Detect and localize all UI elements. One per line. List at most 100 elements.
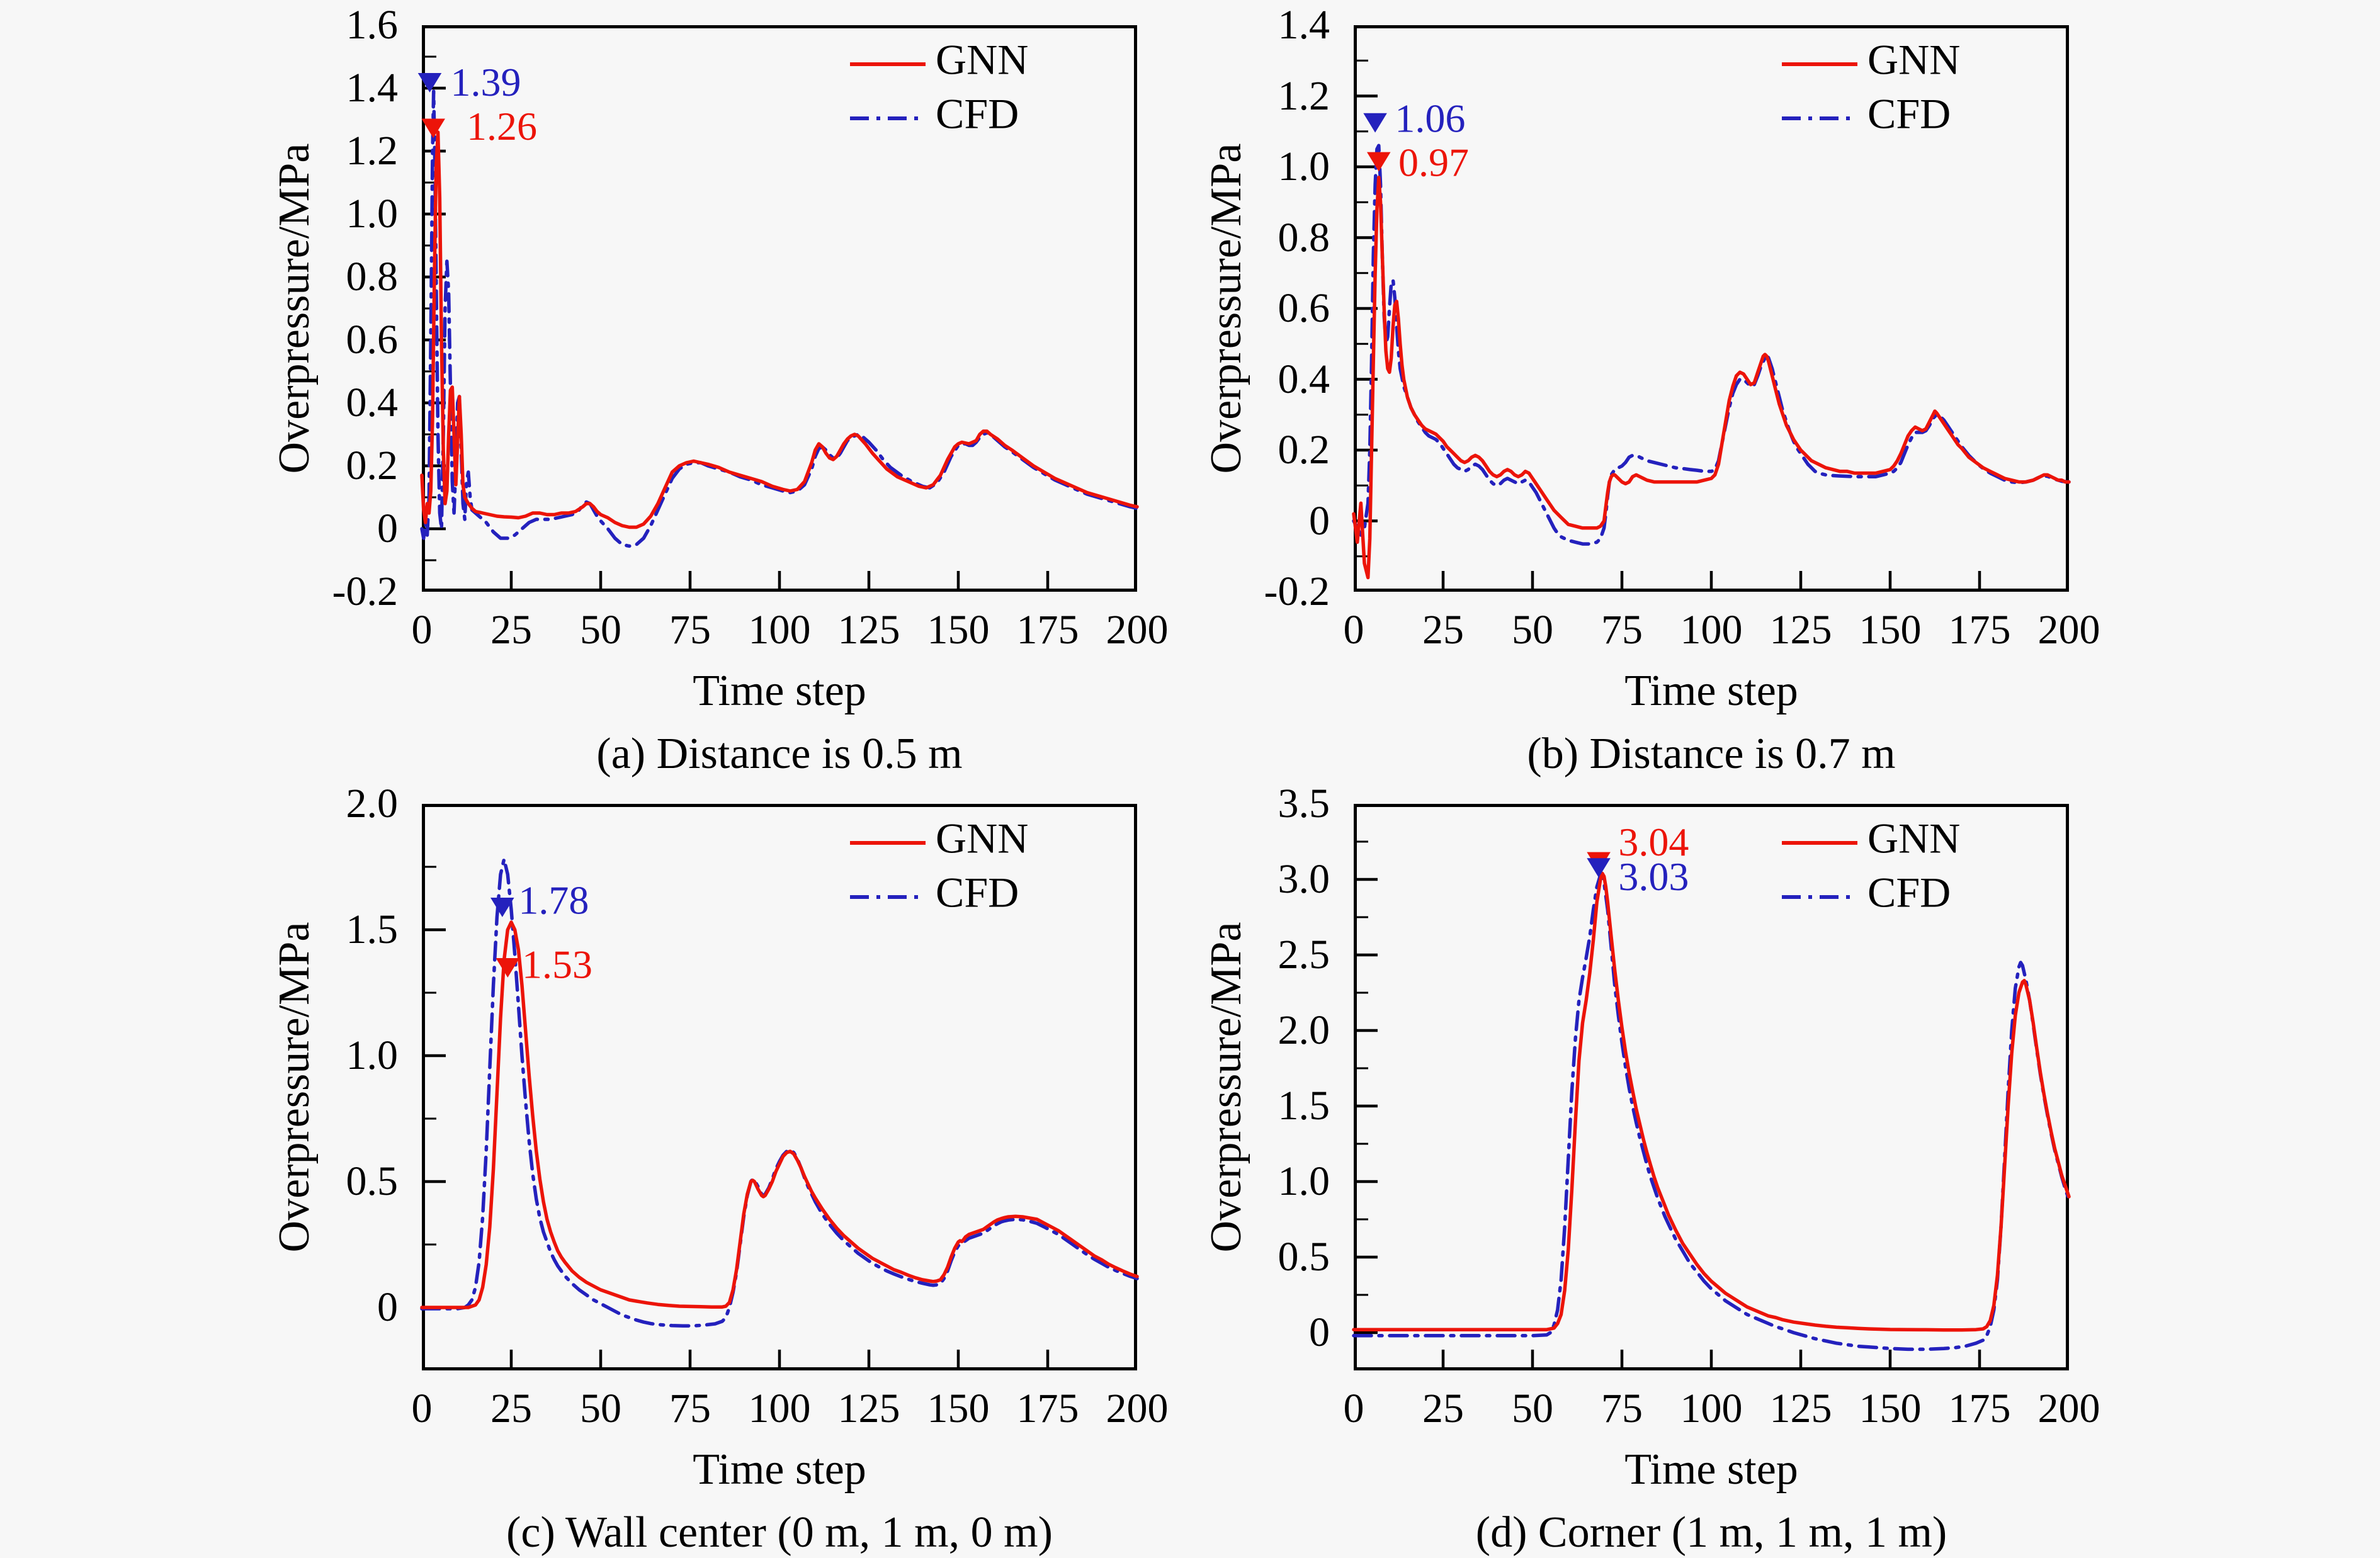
y-axis-label: Overpressure/MPa — [1202, 143, 1250, 474]
y-tick-label: 2.0 — [346, 781, 399, 827]
x-axis-label: Time step — [693, 1445, 866, 1494]
x-tick-label: 75 — [1601, 607, 1643, 653]
gnn-curve — [420, 130, 1139, 529]
peak-marker-gnn — [496, 958, 520, 978]
y-axis-label: Overpressure/MPa — [270, 922, 319, 1253]
plot-area: 3.043.03 GNN CFD — [1352, 804, 2071, 1370]
y-tick-label: 0 — [377, 505, 398, 551]
legend-gnn-label: GNN — [1867, 36, 1960, 84]
x-tick-label: 0 — [1343, 607, 1364, 653]
peak-value-label-gnn: 1.53 — [522, 942, 592, 987]
x-tick-label: 125 — [1769, 607, 1832, 653]
x-tick-label: 50 — [580, 1386, 621, 1431]
x-tick-label: 100 — [748, 1386, 811, 1431]
y-tick-label: 0.4 — [1278, 356, 1330, 402]
y-tick-label: 1.0 — [346, 1032, 399, 1078]
y-tick-label: 2.5 — [1278, 932, 1330, 978]
y-tick-label: 0.2 — [346, 443, 399, 488]
peak-marker-gnn — [1366, 152, 1391, 172]
axes-spines — [1354, 25, 2069, 592]
x-tick-label: 175 — [1016, 607, 1079, 653]
x-tick-label: 200 — [2037, 607, 2100, 653]
cfd-curve — [1352, 144, 2071, 546]
x-tick-label: 175 — [1948, 607, 2011, 653]
chart-a-distance-0.5m: 1.39 1.26 GNN CFD -0.2 0 0.2 0.4 0.6 0.8 1.0 1.2 1.4… — [0, 0, 1448, 778]
axes-spines — [422, 804, 1137, 1370]
peak-marker-cfd — [417, 73, 442, 93]
x-tick-label: 25 — [490, 607, 532, 653]
y-tick-label: 0 — [377, 1284, 398, 1330]
legend-cfd-label: CFD — [1867, 869, 1951, 917]
subplot-caption: (b) Distance is 0.7 m — [1527, 730, 1896, 778]
legend-cfd-label: CFD — [1867, 90, 1951, 138]
x-tick-label: 200 — [1106, 1386, 1169, 1431]
legend-gnn-label: GNN — [936, 815, 1028, 862]
y-tick-label: 0.6 — [346, 317, 399, 363]
x-tick-label: 175 — [1948, 1386, 2011, 1431]
y-tick-label: 0.8 — [346, 254, 399, 300]
x-tick-label: 0 — [411, 607, 433, 653]
y-tick-label: 0.4 — [346, 380, 399, 426]
y-tick-label: 0.5 — [346, 1158, 399, 1204]
x-tick-label: 0 — [411, 1386, 433, 1431]
y-tick-label: 1.0 — [1278, 1158, 1330, 1204]
y-tick-label: 0.2 — [1278, 427, 1330, 473]
legend-gnn-label: GNN — [936, 36, 1028, 84]
cfd-curve — [1352, 873, 2071, 1352]
x-tick-label: 150 — [1859, 607, 1922, 653]
y-tick-label: 0 — [1309, 497, 1330, 544]
y-tick-label: 1.4 — [346, 65, 399, 111]
y-tick-label: 0.6 — [1278, 285, 1330, 331]
x-tick-label: 100 — [748, 607, 811, 653]
y-tick-label: 3.0 — [1278, 856, 1330, 902]
x-axis-label: Time step — [693, 667, 866, 715]
peak-value-label-gnn: 1.26 — [467, 104, 537, 149]
peak-marker-cfd — [1587, 858, 1611, 878]
y-axis-label: Overpressure/MPa — [1202, 922, 1250, 1253]
peak-marker-gnn — [421, 118, 445, 138]
y-tick-label: 1.2 — [346, 128, 399, 174]
peak-value-label-cfd: 1.39 — [450, 60, 521, 104]
y-tick-label: 1.2 — [1278, 72, 1330, 119]
x-tick-label: 75 — [669, 607, 711, 653]
x-tick-label: 150 — [927, 607, 990, 653]
legend-cfd-label: CFD — [936, 90, 1019, 138]
legend-gnn-label: GNN — [1867, 815, 1960, 862]
x-tick-label: 50 — [1512, 607, 1553, 653]
plot-area: 1.060.97 GNN CFD — [1352, 25, 2071, 592]
x-tick-label: 200 — [1106, 607, 1169, 653]
peak-value-label-gnn: 3.04 — [1618, 820, 1689, 864]
y-tick-label: 0.5 — [1278, 1234, 1330, 1280]
y-axis-label: Overpressure/MPa — [270, 143, 319, 474]
y-tick-label: 0.8 — [1278, 214, 1330, 261]
y-tick-label: 0 — [1309, 1309, 1330, 1355]
x-tick-label: 150 — [1859, 1386, 1922, 1431]
x-axis-label: Time step — [1624, 1445, 1798, 1494]
x-tick-label: 125 — [837, 1386, 900, 1431]
plot-area: 1.391.26 GNN CFD — [417, 25, 1139, 592]
y-tick-label: 1.0 — [1278, 144, 1330, 189]
x-tick-label: 125 — [1769, 1386, 1832, 1431]
peak-value-label-gnn: 0.97 — [1398, 140, 1469, 185]
y-tick-label: 1.0 — [346, 191, 399, 237]
x-tick-label: 150 — [927, 1386, 990, 1431]
x-tick-label: 50 — [580, 607, 621, 653]
x-tick-label: 100 — [1680, 1386, 1743, 1431]
x-tick-label: 100 — [1680, 607, 1743, 653]
x-axis-label: Time step — [1624, 667, 1798, 715]
subplot-caption: (d) Corner (1 m, 1 m, 1 m) — [1475, 1508, 1947, 1557]
chart-d-corner: 3.04 3.03 GNN CFD 0 0.5 1.0 1.5 2.0 2.5 3.0 3.5 0 25 5… — [932, 779, 2380, 1557]
x-tick-label: 125 — [837, 607, 900, 653]
x-tick-label: 200 — [2037, 1386, 2100, 1431]
y-tick-label: 1.6 — [346, 2, 399, 48]
peak-value-label-cfd: 1.06 — [1395, 96, 1465, 140]
x-tick-label: 25 — [1422, 1386, 1464, 1431]
x-tick-label: 75 — [669, 1386, 711, 1431]
gnn-curve — [420, 920, 1139, 1309]
x-tick-label: 25 — [1422, 607, 1464, 653]
y-tick-label: 3.5 — [1278, 781, 1330, 827]
y-tick-label: 2.0 — [1278, 1007, 1330, 1053]
axes-spines — [1354, 804, 2069, 1370]
y-tick-label: -0.2 — [1264, 568, 1330, 614]
